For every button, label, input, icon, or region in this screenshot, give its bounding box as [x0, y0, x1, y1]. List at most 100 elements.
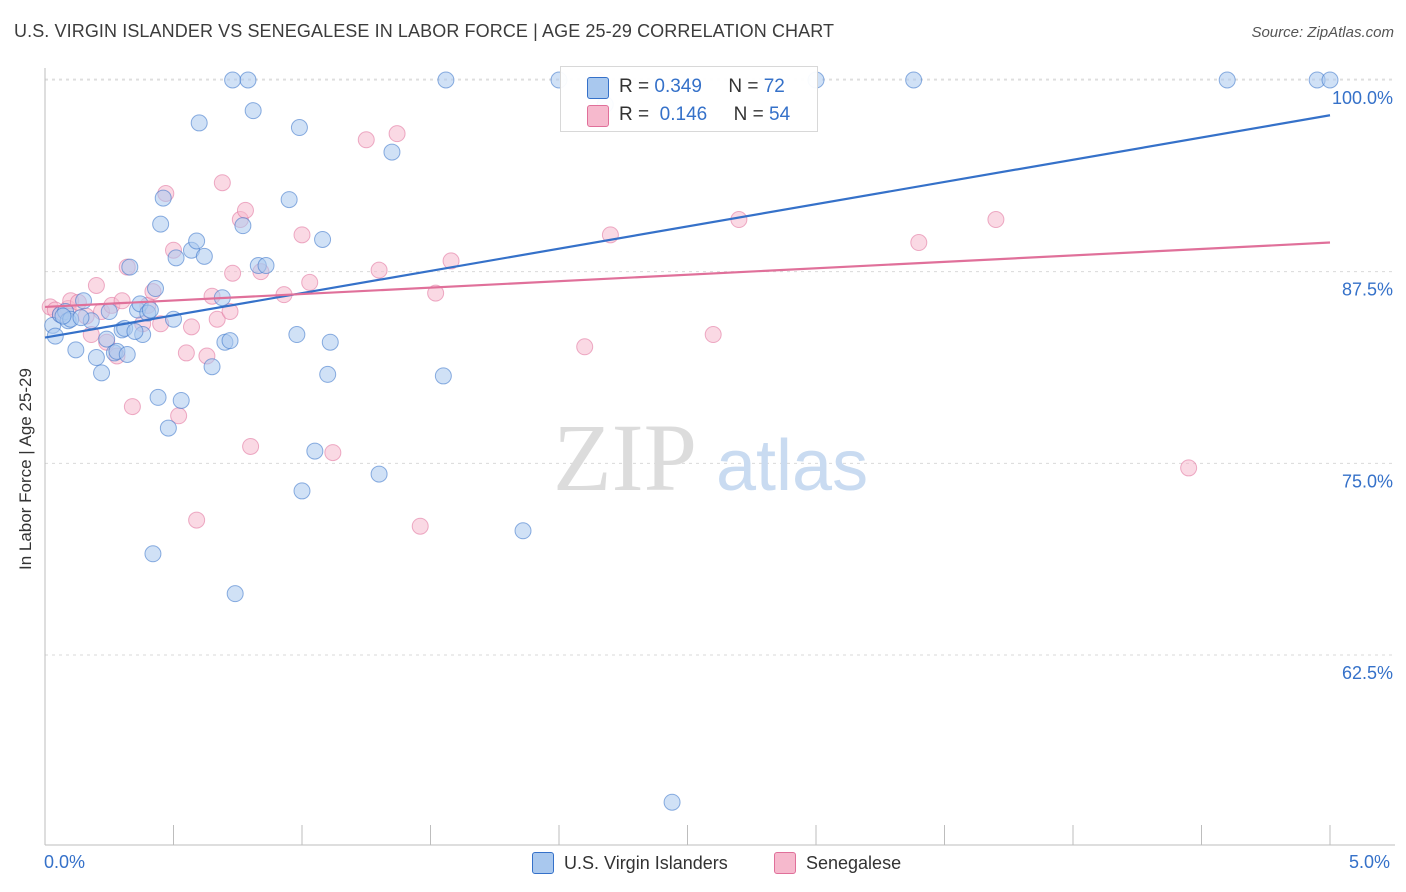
legend-r-value: 0.146 [659, 104, 708, 125]
data-point [121, 258, 139, 276]
data-point [1321, 71, 1339, 89]
data-point [195, 247, 213, 265]
data-point [213, 174, 231, 192]
data-point [154, 189, 172, 207]
data-point [306, 442, 324, 460]
data-point [221, 303, 239, 321]
data-point [100, 303, 118, 321]
data-point [987, 211, 1005, 229]
data-point [226, 585, 244, 603]
watermark-zip: ZIP [553, 404, 697, 511]
legend-swatch-blue [532, 852, 554, 874]
data-point [293, 226, 311, 244]
watermark-atlas: atlas [716, 426, 868, 506]
trend-lines [44, 114, 1331, 339]
data-point [208, 310, 226, 328]
data-point [663, 793, 681, 811]
correlation-legend: R = 0.349 N = 72 R = 0.146 N = 54 [560, 66, 818, 132]
legend-n-value: 72 [763, 76, 785, 97]
data-point [242, 437, 260, 455]
data-point [514, 522, 532, 540]
data-point [411, 517, 429, 535]
legend-label-senegalese: Senegalese [806, 852, 902, 873]
axes [44, 68, 1395, 846]
legend-item-senegalese: Senegalese [774, 852, 901, 874]
data-point [67, 341, 85, 359]
y-tick-label: 100.0% [1332, 88, 1393, 108]
data-point [147, 280, 165, 298]
data-point [182, 318, 200, 336]
watermark: ZIP atlas [553, 404, 868, 511]
data-point [370, 465, 388, 483]
legend-item-usvi: U.S. Virgin Islanders [532, 852, 728, 874]
data-point [437, 71, 455, 89]
data-point [224, 264, 242, 282]
data-point [126, 322, 144, 340]
data-point [905, 71, 923, 89]
data-point [301, 273, 319, 291]
y-tick-label: 87.5% [1342, 280, 1393, 300]
data-point [324, 444, 342, 462]
legend-r-label: R = [619, 104, 650, 125]
data-point [293, 482, 311, 500]
data-point [576, 338, 594, 356]
legend-swatch-blue [587, 77, 609, 99]
data-point [434, 367, 452, 385]
data-point [159, 419, 177, 437]
data-point [118, 345, 136, 363]
data-point [257, 257, 275, 275]
data-point [203, 358, 221, 376]
data-point [54, 307, 72, 325]
data-point [72, 309, 90, 327]
data-point [87, 276, 105, 294]
data-point [288, 326, 306, 344]
source-label: Source: ZipAtlas.com [1251, 24, 1394, 41]
data-point [188, 232, 206, 250]
data-point [149, 388, 167, 406]
data-point [234, 217, 252, 235]
data-point [383, 143, 401, 161]
data-point [239, 71, 257, 89]
data-point [280, 191, 298, 209]
legend-n-label: N = [733, 104, 764, 125]
trend-line-senegalese [44, 241, 1331, 309]
legend-n-value: 54 [769, 104, 791, 125]
data-point [98, 330, 116, 348]
data-point [188, 511, 206, 529]
data-point [370, 261, 388, 279]
data-point [704, 326, 722, 344]
data-point [167, 249, 185, 267]
data-point [290, 119, 308, 137]
y-tick-label: 62.5% [1342, 663, 1393, 683]
data-point [321, 333, 339, 351]
trend-line-usvi [44, 114, 1331, 339]
data-point [172, 391, 190, 409]
data-point [910, 234, 928, 252]
legend-swatch-pink [587, 105, 609, 127]
data-point [123, 398, 141, 416]
data-point [93, 364, 111, 382]
legend-n-label: N = [728, 76, 759, 97]
legend-r-value: 0.349 [654, 76, 702, 97]
data-point [244, 102, 262, 120]
data-point [224, 71, 242, 89]
data-point [314, 230, 332, 248]
legend-swatch-pink [774, 852, 796, 874]
legend-r-label: R = [619, 76, 650, 97]
y-tick-labels: 62.5% 75.0% 87.5% 100.0% [1332, 88, 1393, 683]
data-point [1180, 459, 1198, 477]
data-point [427, 284, 445, 302]
grid-lines [45, 78, 1395, 656]
data-point [357, 131, 375, 149]
data-point [177, 344, 195, 362]
x-tick-label-min: 0.0% [44, 852, 86, 872]
data-point [190, 114, 208, 132]
data-point [221, 332, 239, 350]
data-point [87, 349, 105, 367]
data-point [141, 301, 159, 319]
data-point [319, 365, 337, 383]
data-point [388, 125, 406, 143]
data-point [75, 292, 93, 310]
data-point [1218, 71, 1236, 89]
data-point [442, 252, 460, 270]
